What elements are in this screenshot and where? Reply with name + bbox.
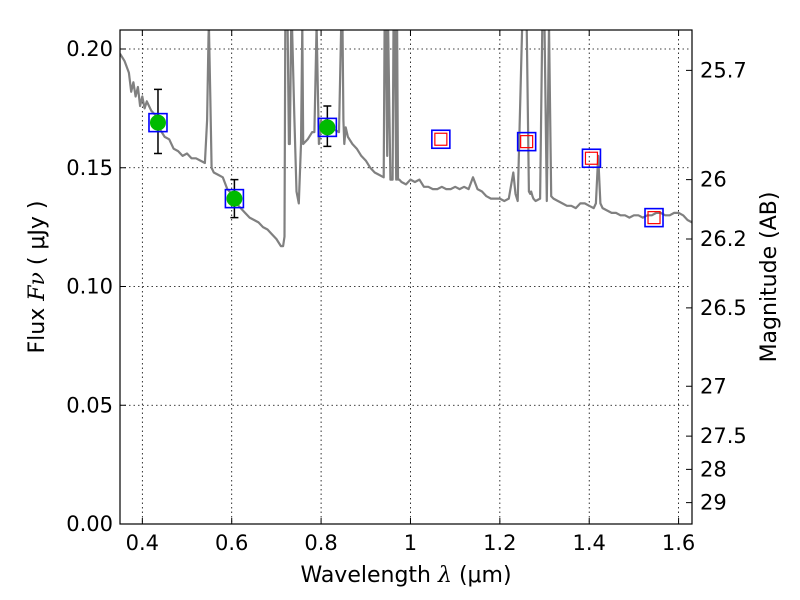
y-tick-label: 0.00 [66,512,113,536]
synthetic-flux-box [431,129,451,150]
y-tick-label: 0.15 [66,156,113,180]
observed-flux-point [226,190,243,207]
mag-tick-label: 25.7 [700,58,747,82]
x-tick-label: 0.4 [126,531,159,555]
photometry-markers [148,88,664,228]
synthetic-flux-box [317,117,338,138]
grid-lines [120,30,692,525]
mag-tick-label: 27 [700,374,727,398]
x-tick-label: 1 [404,531,417,555]
y-axis-label: Flux Fν ( μJy ) [25,200,50,353]
mag-tick-label: 27.5 [700,424,747,448]
synthetic-flux-box [644,207,664,228]
synthetic-flux-box [224,188,245,209]
spectrum-line [120,30,692,248]
predicted-flux-box [434,132,448,146]
predicted-flux-box [520,135,534,149]
predicted-flux-box [647,211,661,225]
mag-tick-label: 28 [700,457,727,481]
y-tick-label: 0.10 [66,275,113,299]
mag-tick-label: 26.2 [700,227,747,251]
predicted-flux-box [584,151,599,165]
observed-flux-point [149,114,166,131]
x-tick-label: 0.8 [304,531,337,555]
observed-flux-point [319,119,336,136]
x-axis-label: Wavelength λ (μm) [300,563,511,588]
x-tick-label: 1.2 [483,531,516,555]
plot-frame [119,29,693,525]
axis-ticks [120,30,692,525]
synthetic-flux-box [148,112,168,133]
synthetic-flux-box [581,148,602,169]
synthetic-flux-box [516,131,537,152]
secondary-y-axis-label: Magnitude (AB) [757,192,782,363]
y-tick-label: 0.05 [66,393,113,417]
x-tick-label: 0.6 [215,531,248,555]
x-tick-label: 1.4 [573,531,606,555]
mag-tick-label: 26 [700,168,727,192]
mag-tick-label: 26.5 [700,296,747,320]
model-spectrum [120,30,692,248]
mag-tick-label: 29 [700,491,727,515]
x-tick-label: 1.6 [662,531,695,555]
y-tick-label: 0.20 [66,37,113,61]
axis-tick-labels: 0.4 0.6 0.8 1 1.2 1.4 1.6 0.00 0.05 0.10 0.15 0.20 2… [66,37,747,555]
